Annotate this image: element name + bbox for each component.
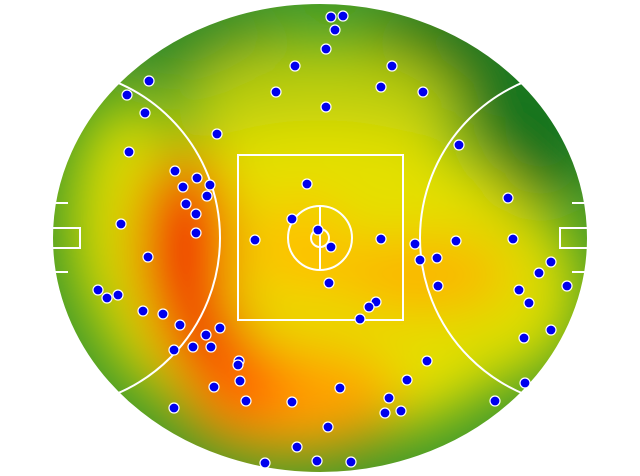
point	[187, 341, 199, 353]
point	[421, 355, 433, 367]
point	[312, 224, 324, 236]
point	[191, 172, 203, 184]
point	[249, 234, 261, 246]
point	[208, 381, 220, 393]
point	[168, 402, 180, 414]
point	[545, 324, 557, 336]
point	[232, 359, 244, 371]
point	[289, 60, 301, 72]
point	[519, 377, 531, 389]
point	[502, 192, 514, 204]
point	[453, 139, 465, 151]
point	[180, 198, 192, 210]
point	[354, 313, 366, 325]
point	[174, 319, 186, 331]
point	[375, 81, 387, 93]
point	[320, 101, 332, 113]
point	[123, 146, 135, 158]
point	[431, 252, 443, 264]
point	[507, 233, 519, 245]
point	[325, 11, 337, 23]
point	[142, 251, 154, 263]
point	[395, 405, 407, 417]
point	[518, 332, 530, 344]
point	[533, 267, 545, 279]
point	[270, 86, 282, 98]
point	[417, 86, 429, 98]
field-lines	[51, 2, 589, 474]
point	[200, 329, 212, 341]
point	[401, 374, 413, 386]
point	[545, 256, 557, 268]
point	[291, 441, 303, 453]
point	[301, 178, 313, 190]
point	[345, 456, 357, 468]
point	[432, 280, 444, 292]
point	[139, 107, 151, 119]
point	[325, 241, 337, 253]
point	[286, 396, 298, 408]
point	[214, 322, 226, 334]
point	[489, 395, 501, 407]
point	[211, 128, 223, 140]
point	[177, 181, 189, 193]
point	[337, 10, 349, 22]
point	[311, 455, 323, 467]
point	[375, 233, 387, 245]
point	[101, 292, 113, 304]
point	[190, 208, 202, 220]
point	[201, 190, 213, 202]
point	[379, 407, 391, 419]
point	[414, 254, 426, 266]
point	[286, 213, 298, 225]
point	[234, 375, 246, 387]
point	[190, 227, 202, 239]
point	[450, 235, 462, 247]
point	[334, 382, 346, 394]
point	[409, 238, 421, 250]
point	[259, 457, 271, 469]
point	[523, 297, 535, 309]
point	[386, 60, 398, 72]
point	[168, 344, 180, 356]
point	[561, 280, 573, 292]
point	[112, 289, 124, 301]
point	[320, 43, 332, 55]
point	[169, 165, 181, 177]
point	[323, 277, 335, 289]
point	[121, 89, 133, 101]
point	[115, 218, 127, 230]
point	[204, 179, 216, 191]
point	[322, 421, 334, 433]
point	[363, 301, 375, 313]
point	[205, 341, 217, 353]
point	[137, 305, 149, 317]
point	[157, 308, 169, 320]
point	[513, 284, 525, 296]
point	[92, 284, 104, 296]
point	[329, 24, 341, 36]
point	[143, 75, 155, 87]
point	[240, 395, 252, 407]
point	[383, 392, 395, 404]
